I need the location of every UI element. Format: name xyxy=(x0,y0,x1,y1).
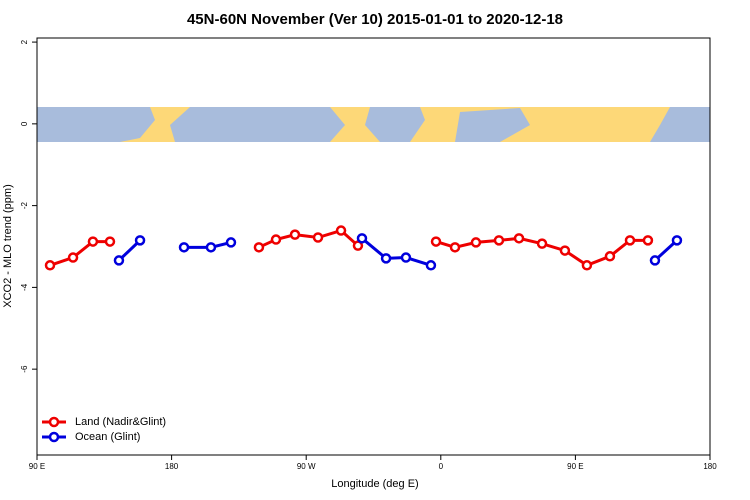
point xyxy=(134,235,146,246)
series-line xyxy=(361,237,432,267)
legend-label: Land (Nadir&Glint) xyxy=(75,416,166,428)
y-tick-label: -6 xyxy=(20,365,29,373)
legend-marker xyxy=(48,431,60,443)
point xyxy=(335,225,347,236)
map-band xyxy=(37,107,710,142)
point xyxy=(430,236,442,247)
point xyxy=(624,235,636,246)
legend-label: Ocean (Glint) xyxy=(75,431,140,443)
point xyxy=(642,235,654,246)
y-tick-label: -4 xyxy=(20,283,29,291)
y-tick-label: 0 xyxy=(20,121,29,126)
point xyxy=(536,238,548,249)
point xyxy=(87,236,99,247)
point xyxy=(493,235,505,246)
point xyxy=(270,234,282,245)
chart-title: 45N-60N November (Ver 10) 2015-01-01 to … xyxy=(187,11,563,28)
y-axis-label: XCO2 - MLO trend (ppm) xyxy=(2,184,14,307)
point xyxy=(470,237,482,248)
point xyxy=(225,237,237,248)
point xyxy=(400,252,412,263)
point xyxy=(356,233,368,244)
point xyxy=(253,242,265,253)
x-tick-label: 90 E xyxy=(29,462,45,471)
point xyxy=(559,245,571,256)
point xyxy=(104,236,116,247)
y-tick-label: -2 xyxy=(20,202,29,210)
point xyxy=(449,242,461,253)
point xyxy=(205,242,217,253)
point xyxy=(380,253,392,264)
point xyxy=(178,242,190,253)
point xyxy=(649,255,661,266)
plot-frame xyxy=(36,37,711,456)
series-line xyxy=(49,240,110,267)
point xyxy=(312,232,324,243)
x-tick-label: 180 xyxy=(165,462,179,471)
x-axis-label: Longitude (deg E) xyxy=(331,478,418,490)
point xyxy=(67,252,79,263)
point xyxy=(581,260,593,271)
y-tick-label: 2 xyxy=(20,39,29,44)
point xyxy=(425,260,437,271)
point xyxy=(44,260,56,271)
point xyxy=(513,233,525,244)
point xyxy=(113,255,125,266)
x-tick-label: 90 W xyxy=(297,462,316,471)
point xyxy=(671,235,683,246)
legend-marker xyxy=(48,416,60,428)
point xyxy=(289,229,301,240)
point xyxy=(352,240,364,251)
x-tick-label: 90 E xyxy=(567,462,583,471)
point xyxy=(604,251,616,262)
x-tick-label: 0 xyxy=(439,462,444,471)
x-tick-label: 180 xyxy=(703,462,717,471)
